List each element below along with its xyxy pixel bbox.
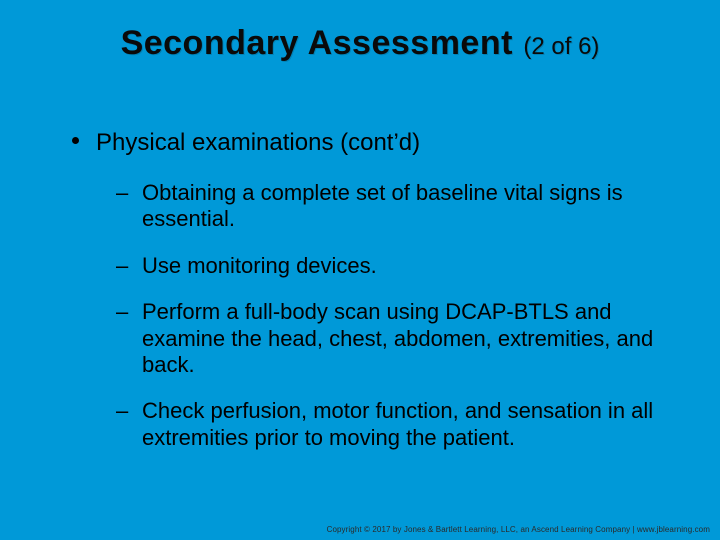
- bullet-level2: – Use monitoring devices.: [116, 253, 662, 279]
- dash-bullet-icon: –: [116, 398, 128, 424]
- level1-text: Physical examinations (cont’d): [96, 129, 420, 156]
- dash-bullet-icon: –: [116, 253, 128, 279]
- slide-title: Secondary Assessment (2 of 6): [0, 24, 720, 63]
- level2-text: Check perfusion, motor function, and sen…: [142, 398, 653, 449]
- level2-text: Obtaining a complete set of baseline vit…: [142, 180, 623, 231]
- disc-bullet-icon: [72, 137, 79, 144]
- level2-text: Perform a full-body scan using DCAP-BTLS…: [142, 299, 653, 377]
- level2-text: Use monitoring devices.: [142, 253, 377, 278]
- bullet-level2: – Obtaining a complete set of baseline v…: [116, 180, 662, 233]
- bullet-level2: – Perform a full-body scan using DCAP-BT…: [116, 299, 662, 378]
- dash-bullet-icon: –: [116, 180, 128, 206]
- bullet-level2: – Check perfusion, motor function, and s…: [116, 398, 662, 451]
- slide: Secondary Assessment (2 of 6) Physical e…: [0, 0, 720, 540]
- copyright-footer: Copyright © 2017 by Jones & Bartlett Lea…: [327, 525, 710, 534]
- bullet-level1: Physical examinations (cont’d): [68, 128, 662, 158]
- title-sub: (2 of 6): [523, 33, 599, 60]
- dash-bullet-icon: –: [116, 299, 128, 325]
- title-main: Secondary Assessment: [121, 24, 513, 62]
- slide-content: Physical examinations (cont’d) – Obtaini…: [68, 128, 662, 471]
